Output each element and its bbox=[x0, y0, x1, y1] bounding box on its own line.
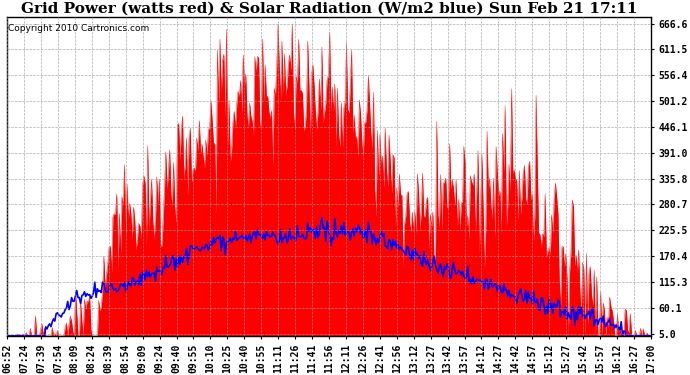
Title: Grid Power (watts red) & Solar Radiation (W/m2 blue) Sun Feb 21 17:11: Grid Power (watts red) & Solar Radiation… bbox=[21, 2, 638, 16]
Text: Copyright 2010 Cartronics.com: Copyright 2010 Cartronics.com bbox=[8, 24, 150, 33]
